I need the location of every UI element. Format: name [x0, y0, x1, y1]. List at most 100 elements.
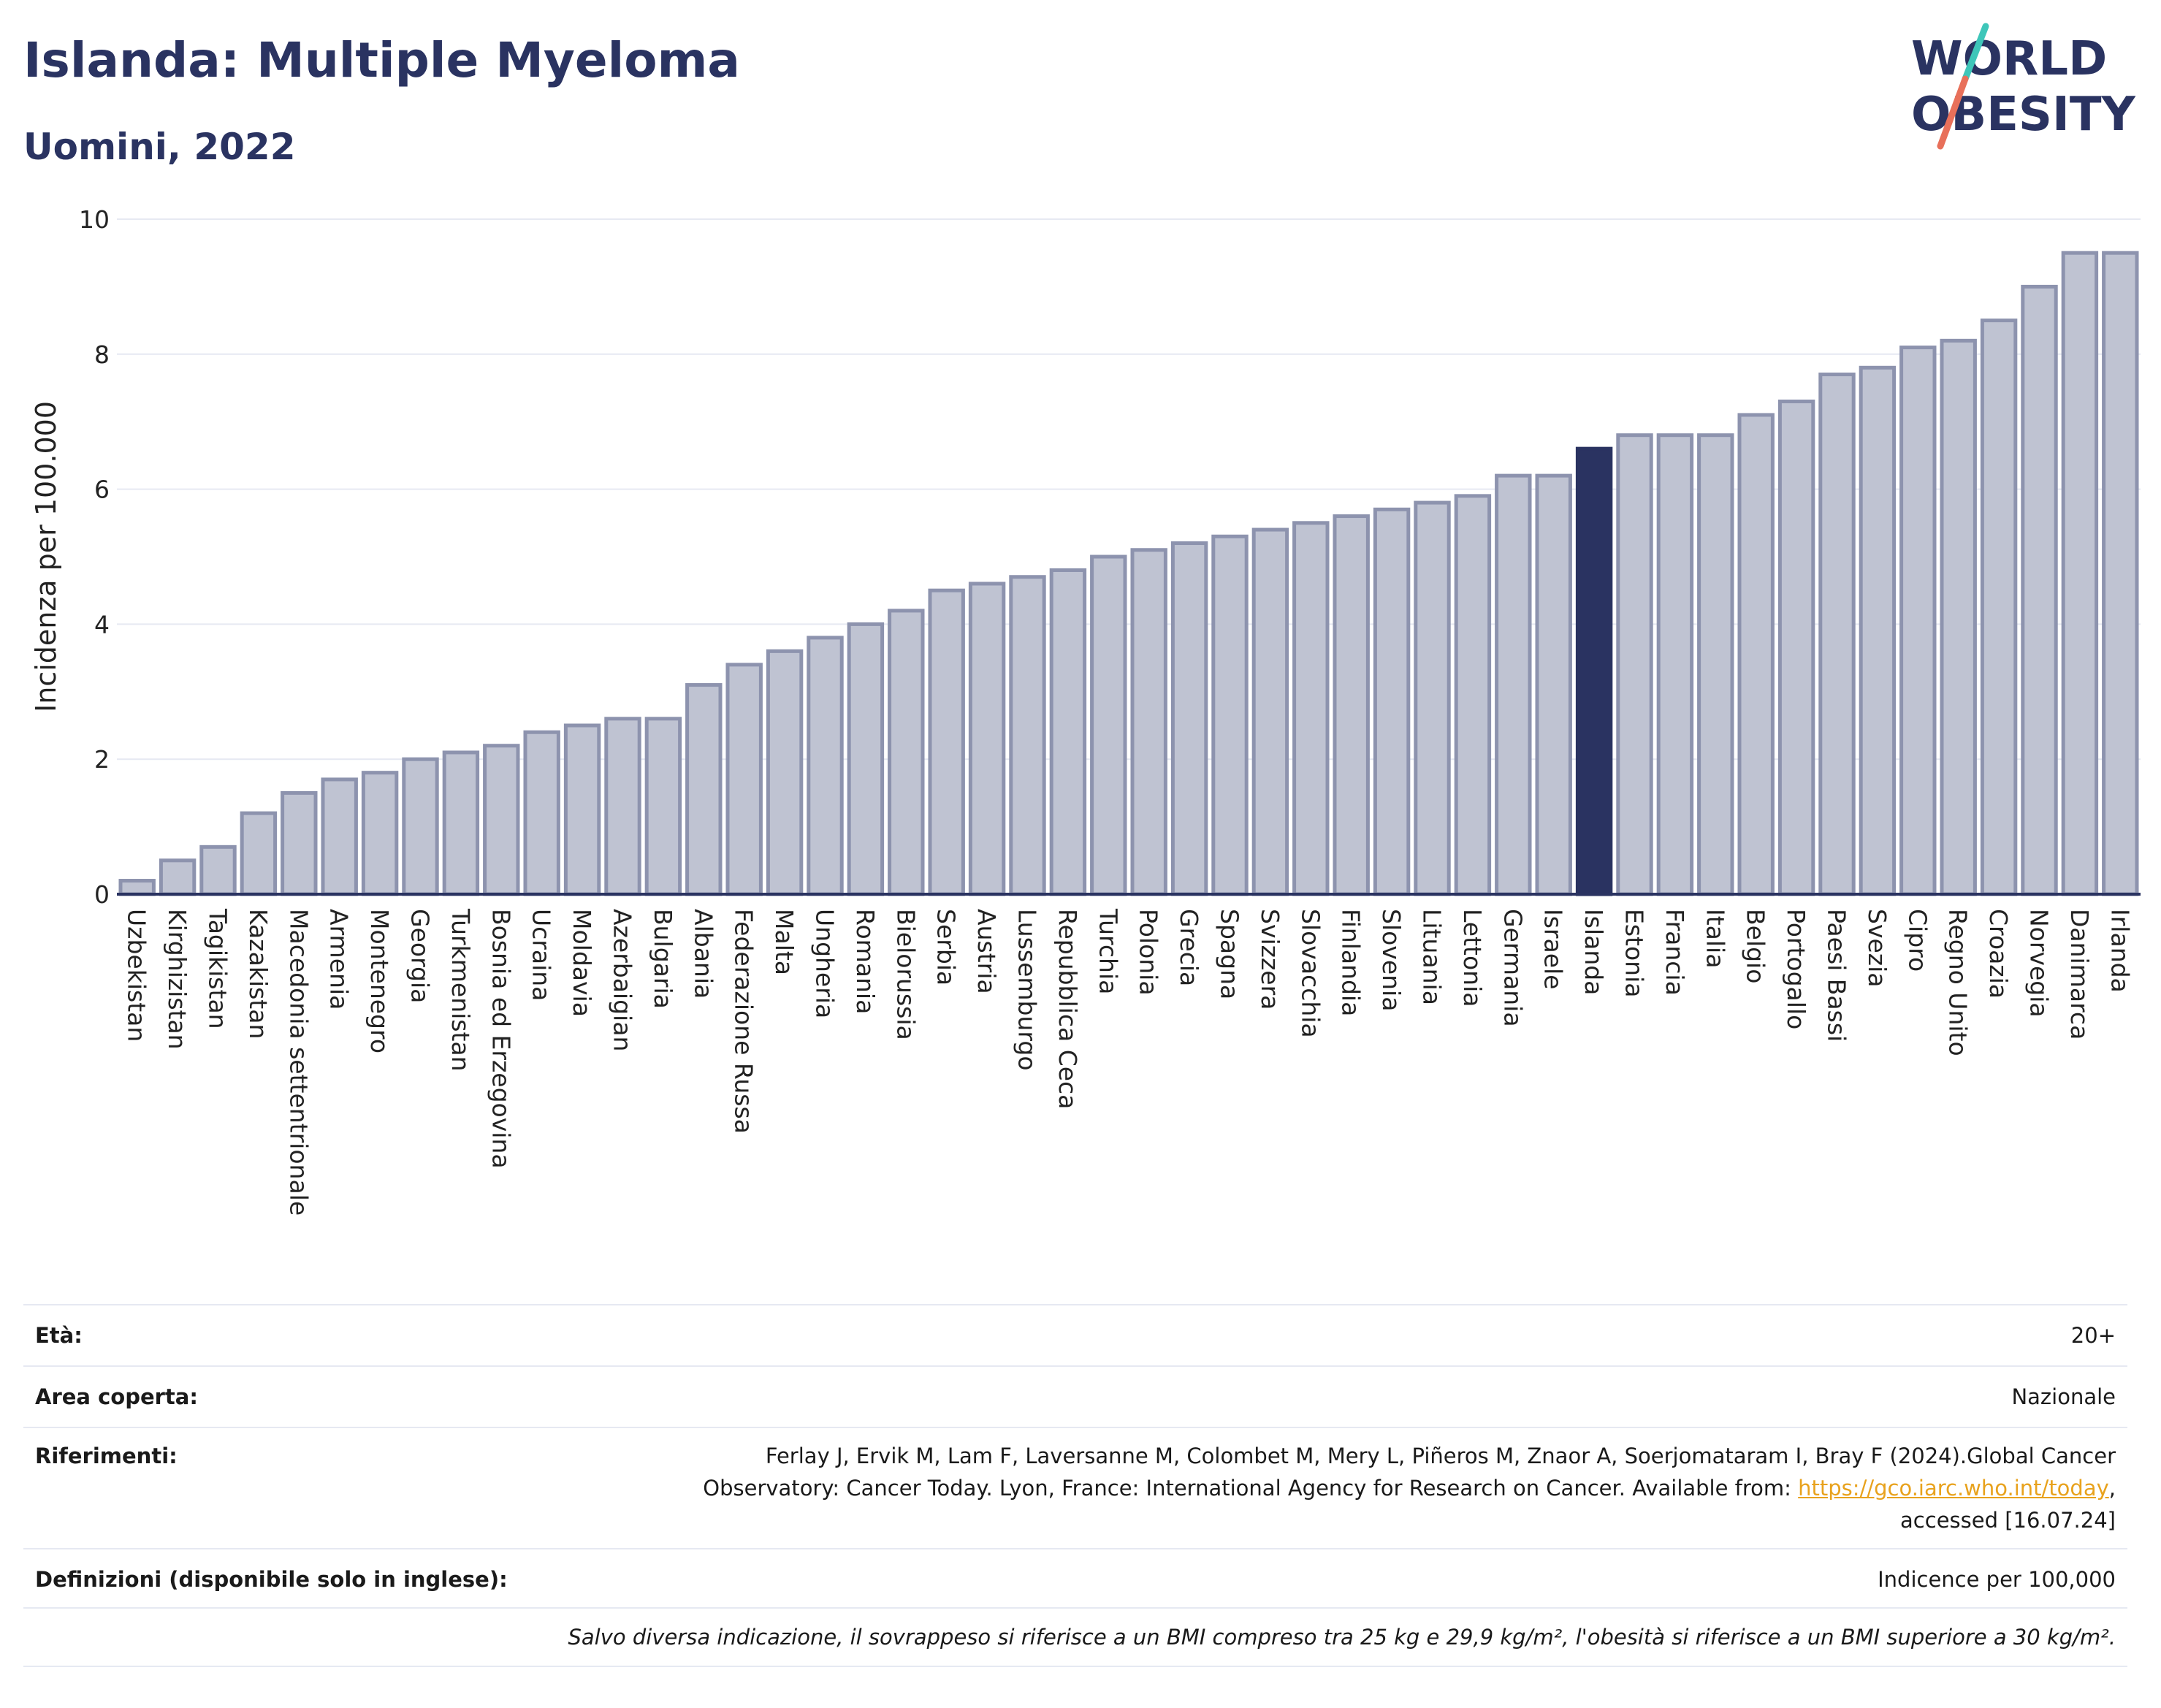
x-tick-label: Kirghizistan: [163, 909, 191, 1050]
bar: [1090, 554, 1127, 896]
bar: [766, 649, 804, 896]
x-tick-label: Tagikistan: [204, 908, 232, 1029]
bar: [2102, 251, 2139, 896]
logo-slash-top: [1962, 23, 1989, 83]
x-tick-label: Montenegro: [365, 909, 394, 1053]
logo-slash-bottom: [1937, 75, 1969, 150]
y-tick-label: 4: [94, 610, 110, 638]
x-tick-label: Federazione Russa: [730, 909, 758, 1134]
x-tick-label: Lituania: [1418, 909, 1447, 1005]
bar: [928, 588, 965, 896]
y-axis-label: Incidenza per 100.000: [30, 401, 62, 712]
bar: [1697, 433, 1734, 896]
x-tick-label: Lussemburgo: [1013, 909, 1042, 1071]
bar: [281, 790, 318, 896]
bar: [1616, 433, 1653, 896]
x-tick-label: Israele: [1539, 909, 1568, 990]
x-tick-label: Slovenia: [1377, 909, 1406, 1011]
bar: [1737, 413, 1775, 896]
x-tick-label: Estonia: [1620, 909, 1649, 997]
bar: [1980, 319, 2018, 896]
definitions-value: Indicence per 100,000: [1878, 1567, 2116, 1592]
x-tick-label: Cipro: [1903, 909, 1932, 972]
bar: [807, 636, 844, 896]
x-tick-label: Ungheria: [811, 909, 839, 1018]
bar: [1859, 365, 1897, 896]
bar: [888, 609, 925, 896]
x-tick-label: Bosnia ed Erzegovina: [487, 909, 515, 1169]
bar: [199, 845, 237, 896]
x-tick-label: Serbia: [932, 909, 961, 985]
references-label: Riferimenti:: [35, 1444, 178, 1468]
y-tick-label: 8: [94, 340, 110, 369]
references-value: Ferlay J, Ervik M, Lam F, Laversanne M, …: [703, 1440, 2116, 1536]
bar: [1656, 433, 1694, 896]
y-tick-label: 6: [94, 476, 110, 504]
bar: [685, 683, 723, 896]
info-row-area: Area coperta: Nazionale: [23, 1365, 2127, 1427]
info-table: Età: 20+ Area coperta: Nazionale Riferim…: [23, 1304, 2127, 1609]
x-tick-label: Turchia: [1094, 908, 1122, 994]
bar: [402, 757, 439, 896]
bar: [1292, 521, 1330, 896]
bar-chart: 0 2 4 6 8 10 Uzbekistan Kirghizistan Tagikistan…: [30, 205, 2141, 1216]
y-tick-label: 10: [79, 205, 110, 234]
x-tick-label: Austria: [972, 909, 1001, 994]
y-tick-labels: 0 2 4 6 8 10: [79, 205, 110, 909]
references-line-3: accessed [16.07.24]: [1900, 1508, 2116, 1533]
bar: [240, 811, 278, 896]
references-line-2: Observatory: Cancer Today. Lyon, France:…: [703, 1472, 2116, 1504]
x-tick-label: Polonia: [1135, 909, 1163, 996]
logo-text-top: WORLD: [1911, 32, 2107, 86]
definitions-label: Definizioni (disponibile solo in inglese…: [35, 1567, 508, 1592]
x-tick-label: Bielorussia: [891, 909, 920, 1040]
bar: [1009, 575, 1046, 896]
references-line-1: Ferlay J, Ervik M, Lam F, Laversanne M, …: [765, 1444, 2116, 1468]
bars: [118, 251, 2139, 896]
x-tick-label: Danimarca: [2065, 909, 2094, 1040]
bar: [2061, 251, 2099, 896]
x-tick-label: Norvegia: [2025, 909, 2054, 1018]
area-value: Nazionale: [2011, 1384, 2116, 1409]
x-tick-label: Bulgaria: [649, 909, 677, 1009]
x-tick-label: Svezia: [1863, 909, 1891, 988]
bar: [725, 663, 763, 896]
x-tick-label: Kazakistan: [244, 909, 272, 1039]
x-tick-label: Regno Unito: [1944, 909, 1973, 1056]
bar: [1777, 399, 1815, 896]
x-tick-label: Malta: [770, 909, 799, 975]
bar: [1495, 473, 1532, 896]
bar: [2021, 284, 2058, 896]
bar: [1251, 527, 1289, 896]
chart-subtitle: Uomini, 2022: [23, 126, 296, 168]
y-tick-label: 2: [94, 745, 110, 774]
x-tick-label: Spagna: [1216, 909, 1244, 999]
x-tick-label: Belgio: [1742, 909, 1770, 983]
bar: [644, 717, 682, 896]
bar: [321, 777, 358, 896]
x-tick-label: Lettonia: [1458, 909, 1487, 1007]
world-obesity-logo: WORLD OBESITY: [1911, 23, 2135, 150]
references-link[interactable]: https://gco.iarc.who.int/today: [1798, 1476, 2109, 1501]
x-tick-label: Romania: [851, 909, 880, 1014]
x-tick-label: Grecia: [1175, 909, 1203, 986]
x-tick-label: Finlandia: [1337, 909, 1365, 1016]
x-tick-label: Svizzera: [1256, 909, 1284, 1010]
bar: [1535, 473, 1572, 896]
bar: [1940, 338, 1977, 896]
bar: [1818, 373, 1856, 896]
bar: [1170, 541, 1208, 896]
x-tick-label: Italia: [1701, 909, 1729, 968]
age-label: Età:: [35, 1323, 83, 1348]
bar: [1373, 507, 1411, 896]
info-row-age: Età: 20+: [23, 1304, 2127, 1365]
bar: [563, 723, 601, 896]
x-tick-label: Ucraina: [527, 909, 556, 1001]
x-tick-label: Azerbaigian: [609, 909, 637, 1051]
x-tick-label: Moldavia: [568, 909, 596, 1017]
bar: [1130, 548, 1167, 896]
bar: [1414, 500, 1451, 896]
bar: [361, 771, 399, 896]
bar-highlight: [1575, 446, 1613, 896]
x-tick-label: Armenia: [325, 909, 354, 1010]
